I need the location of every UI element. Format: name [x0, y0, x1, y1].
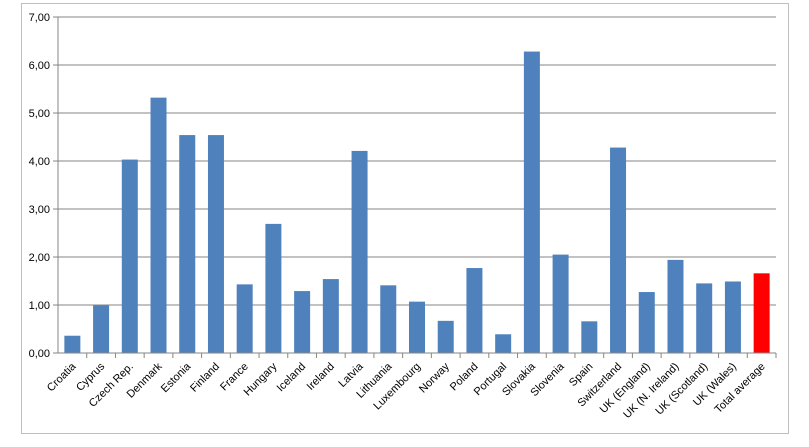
bar: [437, 320, 454, 353]
y-tick-label: 5,00: [29, 108, 50, 120]
bar: [294, 291, 311, 353]
x-tick-label: Ireland: [305, 361, 337, 393]
axis-layer: 0,001,002,003,004,005,006,007,00CroatiaC…: [29, 12, 777, 421]
bar: [380, 285, 397, 353]
y-tick-label: 3,00: [29, 204, 50, 216]
y-tick-label: 0,00: [29, 348, 50, 360]
bar: [93, 305, 110, 353]
y-tick-label: 4,00: [29, 156, 50, 168]
y-tick-label: 1,00: [29, 300, 50, 312]
y-tick-label: 2,00: [29, 252, 50, 264]
bar: [322, 279, 339, 353]
bar: [610, 147, 627, 353]
bar: [179, 135, 196, 353]
bar: [523, 51, 540, 354]
bar: [667, 259, 684, 353]
x-tick-label: Total average: [713, 361, 768, 416]
x-tick-label: Norway: [417, 360, 452, 395]
grid-layer: [58, 16, 776, 306]
bar: [207, 135, 224, 353]
bar: [265, 223, 282, 353]
x-tick-label: Estonia: [159, 360, 194, 395]
y-tick-label: 6,00: [29, 60, 50, 72]
x-tick-label: Iceland: [275, 361, 309, 395]
x-tick-label: Finland: [188, 361, 222, 395]
bar: [64, 335, 81, 353]
bar: [753, 273, 770, 353]
bar: [696, 283, 713, 353]
bar: [351, 150, 368, 353]
bar: [581, 321, 598, 353]
y-tick-label: 7,00: [29, 12, 50, 24]
bar: [236, 284, 253, 353]
bar-layer: [64, 51, 770, 354]
bar: [638, 292, 655, 353]
bar: [121, 159, 138, 353]
chart-frame: [21, 3, 789, 434]
bar: [409, 301, 425, 353]
x-tick-label: Croatia: [45, 360, 79, 394]
bar: [495, 334, 512, 353]
bar: [552, 254, 569, 353]
bar: [466, 268, 483, 353]
bar: [150, 97, 167, 353]
bar: [724, 281, 741, 353]
